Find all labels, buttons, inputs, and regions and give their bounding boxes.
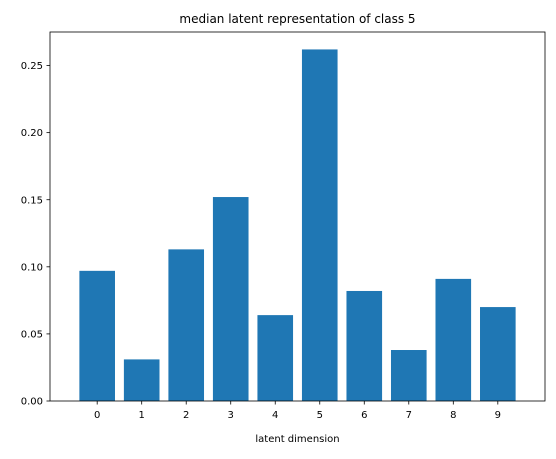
bar-6 bbox=[346, 290, 383, 401]
x-tick-label: 1 bbox=[139, 410, 145, 421]
x-tick-label: 0 bbox=[94, 410, 100, 421]
bar-3 bbox=[212, 197, 249, 401]
plot-frame bbox=[49, 31, 546, 402]
bar-2 bbox=[168, 249, 205, 401]
x-tick-label: 5 bbox=[317, 410, 323, 421]
bar-1 bbox=[123, 359, 160, 401]
y-axis: 0.00 0.05 0.10 0.15 0.20 0.25 bbox=[21, 61, 50, 408]
bar-8 bbox=[435, 278, 472, 401]
bar-4 bbox=[257, 315, 294, 401]
bar-0 bbox=[79, 270, 115, 401]
y-tick-label: 0.10 bbox=[21, 262, 43, 273]
x-tick-label: 4 bbox=[272, 410, 278, 421]
x-tick-label: 2 bbox=[183, 410, 189, 421]
x-tick-label: 6 bbox=[361, 410, 367, 421]
x-tick-label: 3 bbox=[228, 410, 234, 421]
x-tick-label: 9 bbox=[495, 410, 501, 421]
bar-9 bbox=[480, 307, 516, 401]
y-tick-label: 0.00 bbox=[21, 397, 43, 408]
x-axis-label: latent dimension bbox=[255, 434, 339, 445]
y-tick-label: 0.15 bbox=[21, 195, 43, 206]
x-tick-label: 7 bbox=[406, 410, 412, 421]
y-tick-label: 0.25 bbox=[21, 61, 43, 72]
y-tick-label: 0.05 bbox=[21, 330, 43, 341]
bar-5 bbox=[301, 49, 338, 401]
bar-7 bbox=[390, 350, 427, 401]
chart-title: median latent representation of class 5 bbox=[179, 12, 415, 26]
y-tick-label: 0.20 bbox=[21, 128, 43, 139]
x-axis: 0 1 2 3 4 5 6 7 8 9 bbox=[94, 401, 501, 421]
bars-group bbox=[79, 49, 516, 401]
x-tick-label: 8 bbox=[450, 410, 456, 421]
